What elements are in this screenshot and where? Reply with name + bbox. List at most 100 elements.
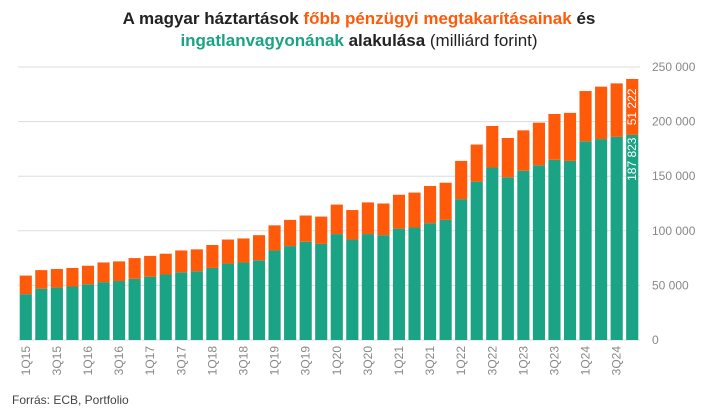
data-label-real-estate: 187 823 <box>625 137 639 181</box>
bar-financial <box>408 192 421 228</box>
bar-real-estate <box>252 260 266 340</box>
x-tick-label: 1Q19 <box>268 346 282 376</box>
bar-financial <box>159 253 172 275</box>
bar-financial <box>470 144 483 182</box>
x-tick-label: 3Q19 <box>299 346 313 376</box>
bar-real-estate <box>66 286 79 340</box>
x-tick-label: 1Q20 <box>330 346 344 376</box>
bar-real-estate <box>408 227 421 340</box>
bar-real-estate <box>284 246 297 340</box>
title-text-1: A magyar háztartások <box>122 9 304 28</box>
bar-real-estate <box>361 234 374 340</box>
y-tick-label: 150 000 <box>652 169 696 183</box>
x-axis: 1Q15 3Q15 1Q16 3Q16 1Q17 3Q17 1Q18 3Q18 1Q19 3Q19… <box>19 346 624 376</box>
x-tick-label: 3Q21 <box>423 346 437 376</box>
x-tick-label: 3Q22 <box>485 346 499 376</box>
bar-real-estate <box>113 281 126 340</box>
bar-financial <box>113 261 126 282</box>
title-line-1: A magyar háztartások főbb pénzügyi megta… <box>0 8 718 30</box>
bar-financial <box>439 182 452 220</box>
bar-real-estate <box>50 287 63 340</box>
y-tick-label: 0 <box>652 333 659 347</box>
bar-financial <box>97 262 110 283</box>
bar-financial <box>66 267 79 287</box>
bar-financial <box>190 249 203 272</box>
y-tick-label: 250 000 <box>652 60 696 74</box>
bar-real-estate <box>392 228 406 340</box>
bar-financial <box>128 258 141 279</box>
bar-real-estate <box>579 141 592 340</box>
bar-financial <box>144 255 157 277</box>
x-tick-label: 1Q18 <box>205 346 219 376</box>
x-tick-label: 1Q21 <box>392 346 406 376</box>
x-tick-label: 1Q24 <box>579 346 593 376</box>
bar-financial <box>299 215 312 242</box>
bar-real-estate <box>221 263 234 340</box>
bar-financial <box>595 86 608 140</box>
bar-financial <box>424 186 437 224</box>
title-text-3: és <box>571 9 596 28</box>
title-real-estate-text: ingatlanvagyonának <box>180 31 344 50</box>
x-tick-label: 3Q20 <box>361 346 375 376</box>
bar-real-estate <box>424 223 437 340</box>
bar-financial <box>501 137 514 178</box>
bar-financial <box>252 235 266 261</box>
x-tick-label: 3Q15 <box>50 346 64 376</box>
x-tick-label: 1Q17 <box>143 346 157 376</box>
bar-real-estate <box>610 136 623 340</box>
x-tick-label: 3Q24 <box>610 346 624 376</box>
bar-financial <box>392 194 406 229</box>
data-label-financial: 51 222 <box>625 88 639 125</box>
bar-financial <box>221 239 234 264</box>
source-note: Forrás: ECB, Portfolio <box>12 393 129 407</box>
bar-financial <box>517 130 530 171</box>
x-tick-label: 1Q16 <box>81 346 95 376</box>
bar-real-estate <box>144 276 157 340</box>
bar-real-estate <box>268 250 281 340</box>
bar-real-estate <box>563 160 577 340</box>
bar-financial <box>35 270 48 289</box>
x-tick-label: 1Q23 <box>516 346 530 376</box>
bar-real-estate <box>532 165 545 340</box>
bar-real-estate <box>377 235 390 340</box>
bar-real-estate <box>439 219 452 340</box>
bar-financial <box>237 238 250 263</box>
bar-real-estate <box>330 234 343 340</box>
bar-financial <box>175 250 188 273</box>
x-tick-label: 3Q16 <box>112 346 126 376</box>
bar-real-estate <box>206 267 219 340</box>
bar-real-estate <box>128 278 141 340</box>
title-unit-text: (milliárd forint) <box>425 31 538 50</box>
bar-real-estate <box>190 271 203 340</box>
bar-financial <box>315 216 328 244</box>
bar-financial <box>626 78 639 135</box>
bar-financial <box>206 244 219 268</box>
grid-lines <box>18 66 640 341</box>
bar-real-estate <box>35 288 48 340</box>
title-line-2: ingatlanvagyonának alakulása (milliárd f… <box>0 30 718 52</box>
data-labels: 187 823 51 222 <box>625 88 639 181</box>
x-tick-label: 3Q23 <box>547 346 561 376</box>
bar-financial <box>284 219 297 247</box>
bar-real-estate <box>175 272 188 340</box>
bar-financial <box>361 202 374 235</box>
bar-real-estate <box>346 239 359 340</box>
bar-financial <box>548 113 561 160</box>
y-axis: 0 50 000 100 000 150 000 200 000 250 000 <box>652 60 696 347</box>
bar-financial <box>563 112 577 161</box>
bar-real-estate <box>315 243 328 340</box>
bar-real-estate <box>548 159 561 340</box>
bar-real-estate <box>501 177 514 340</box>
bar-financial <box>50 269 63 288</box>
bar-financial <box>579 91 592 142</box>
bar-series <box>19 78 639 340</box>
bar-financial <box>486 125 499 168</box>
bar-real-estate <box>626 134 639 340</box>
y-tick-label: 200 000 <box>652 115 696 129</box>
bar-financial <box>532 122 545 166</box>
bar-real-estate <box>486 167 499 340</box>
x-tick-label: 3Q17 <box>174 346 188 376</box>
x-tick-label: 1Q22 <box>454 346 468 376</box>
bar-real-estate <box>595 139 608 340</box>
